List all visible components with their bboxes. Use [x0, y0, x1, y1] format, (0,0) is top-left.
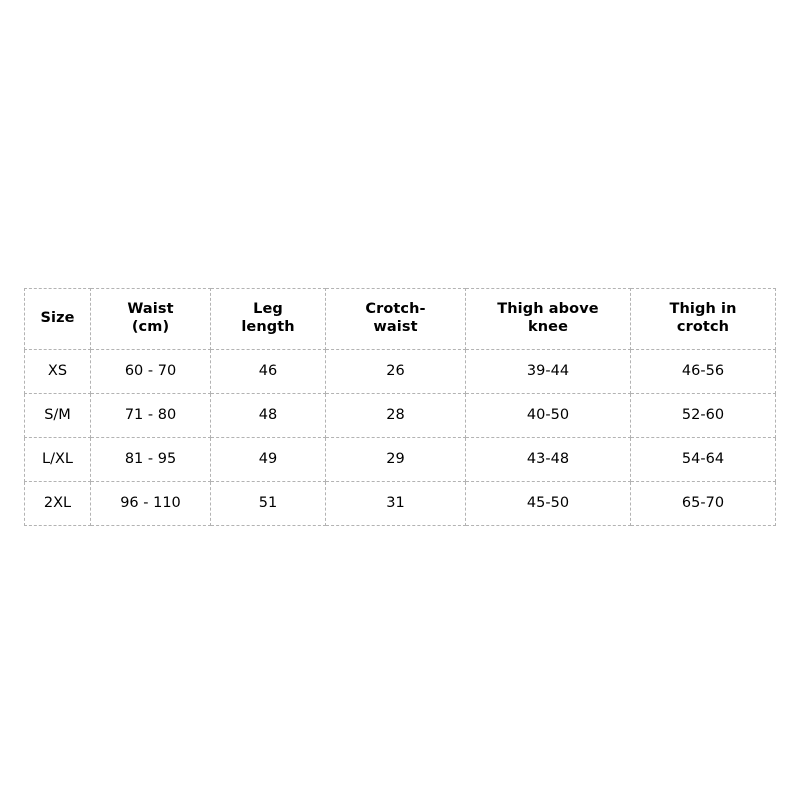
column-header-leg-length-line-2: length: [241, 319, 295, 335]
column-header-thigh-in-crotch: Thigh in crotch: [630, 288, 776, 350]
cell-waist: 96 - 110: [90, 481, 211, 526]
column-header-waist-line-2: (cm): [131, 319, 170, 335]
column-header-size: Size: [24, 288, 91, 350]
cell-thigh-above-knee: 43-48: [465, 437, 631, 482]
cell-thigh-in-crotch: 54-64: [630, 437, 776, 482]
cell-thigh-above-knee: 45-50: [465, 481, 631, 526]
column-header-thigh-in-crotch-line-1: Thigh in: [669, 301, 737, 318]
cell-crotch-waist: 31: [325, 481, 466, 526]
header-row: Size Waist (cm) Leg length Crotch- waist…: [24, 288, 776, 350]
column-header-leg-length-line-1: Leg: [253, 301, 283, 318]
cell-size: 2XL: [24, 481, 91, 526]
column-header-waist: Waist (cm): [90, 288, 211, 350]
cell-waist: 60 - 70: [90, 349, 211, 394]
cell-size: S/M: [24, 393, 91, 438]
table-row: XS 60 - 70 46 26 39-44 46-56: [24, 349, 776, 394]
size-chart-table: Size Waist (cm) Leg length Crotch- waist…: [24, 288, 776, 526]
column-header-waist-line-1: Waist: [127, 301, 174, 318]
column-header-thigh-above-knee: Thigh above knee: [465, 288, 631, 350]
cell-thigh-in-crotch: 46-56: [630, 349, 776, 394]
cell-leg-length: 46: [210, 349, 326, 394]
column-header-size-line-1: Size: [40, 310, 75, 327]
column-header-thigh-above-knee-line-1: Thigh above: [497, 301, 599, 318]
cell-size: L/XL: [24, 437, 91, 482]
cell-waist: 71 - 80: [90, 393, 211, 438]
cell-leg-length: 49: [210, 437, 326, 482]
size-chart-container: Size Waist (cm) Leg length Crotch- waist…: [24, 288, 776, 526]
column-header-crotch-waist-line-2: waist: [373, 319, 418, 335]
cell-thigh-in-crotch: 52-60: [630, 393, 776, 438]
column-header-thigh-in-crotch-line-2: crotch: [676, 319, 730, 335]
cell-crotch-waist: 26: [325, 349, 466, 394]
table-row: 2XL 96 - 110 51 31 45-50 65-70: [24, 481, 776, 526]
column-header-crotch-waist-line-1: Crotch-: [365, 301, 426, 318]
cell-leg-length: 51: [210, 481, 326, 526]
cell-crotch-waist: 29: [325, 437, 466, 482]
cell-waist: 81 - 95: [90, 437, 211, 482]
cell-leg-length: 48: [210, 393, 326, 438]
column-header-crotch-waist: Crotch- waist: [325, 288, 466, 350]
cell-thigh-above-knee: 40-50: [465, 393, 631, 438]
cell-crotch-waist: 28: [325, 393, 466, 438]
cell-size: XS: [24, 349, 91, 394]
column-header-leg-length: Leg length: [210, 288, 326, 350]
table-body: XS 60 - 70 46 26 39-44 46-56 S/M 71 - 80…: [24, 349, 776, 526]
table-row: L/XL 81 - 95 49 29 43-48 54-64: [24, 437, 776, 482]
cell-thigh-in-crotch: 65-70: [630, 481, 776, 526]
table-header: Size Waist (cm) Leg length Crotch- waist…: [24, 288, 776, 350]
table-row: S/M 71 - 80 48 28 40-50 52-60: [24, 393, 776, 438]
cell-thigh-above-knee: 39-44: [465, 349, 631, 394]
column-header-thigh-above-knee-line-2: knee: [527, 319, 569, 335]
